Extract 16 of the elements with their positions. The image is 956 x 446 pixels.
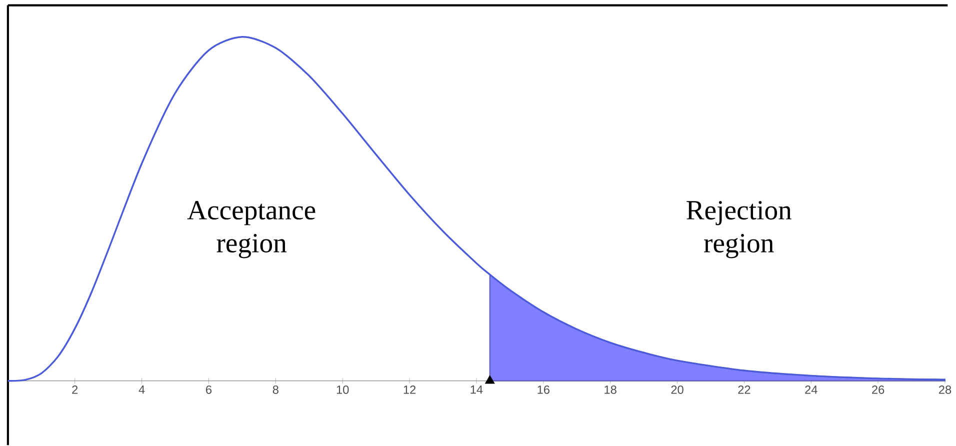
x-tick-label: 22 [738, 385, 750, 394]
x-tick-label: 26 [872, 385, 884, 394]
x-tick-label: 6 [206, 385, 212, 394]
x-tick-label: 20 [671, 385, 684, 394]
x-tick-label: 2 [72, 385, 78, 394]
annotation: Rejection region [686, 200, 792, 258]
x-tick-label: 8 [272, 385, 278, 394]
x-tick-label: 16 [538, 385, 550, 394]
x-tick-label: 18 [604, 385, 616, 394]
annotation: Acceptance region [187, 200, 316, 258]
x-tick-label: 12 [404, 385, 416, 394]
x-tick-label: 4 [138, 385, 145, 394]
x-tick-label: 28 [939, 385, 952, 394]
x-tick-label: 14 [470, 385, 483, 394]
x-tick-label: 24 [805, 385, 818, 394]
x-tick-label: 10 [336, 385, 349, 394]
